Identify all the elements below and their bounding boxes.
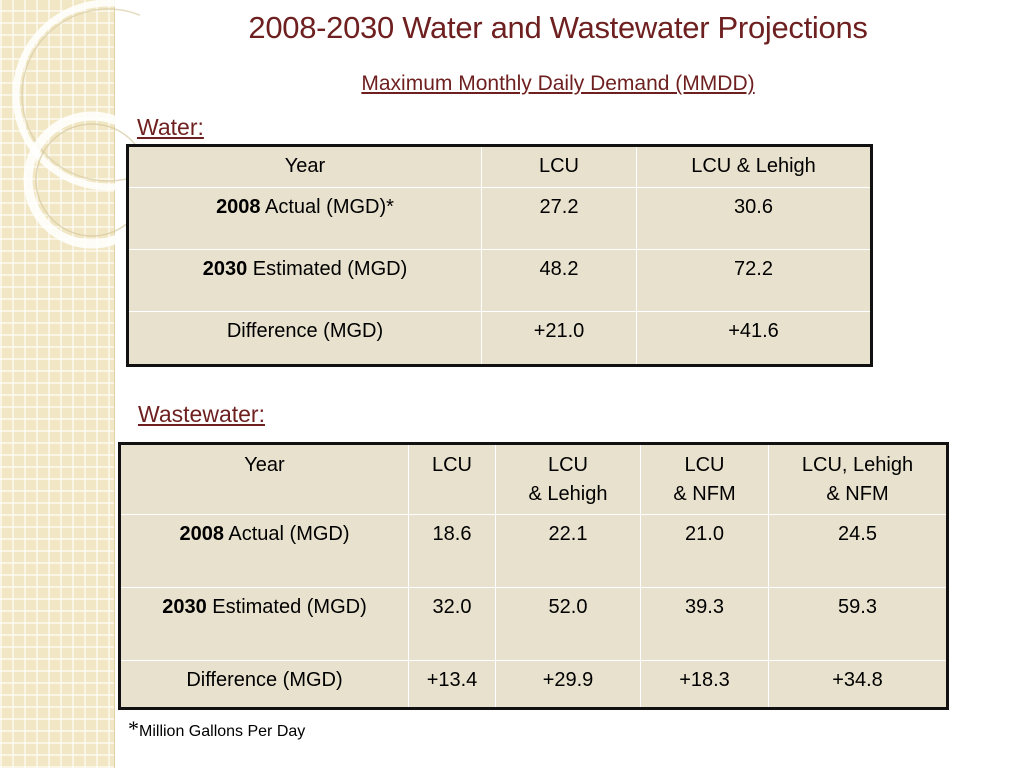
table-row: 2008 Actual (MGD) 18.6 22.1 21.0 24.5 <box>119 514 948 588</box>
year-rest: Actual (MGD)* <box>260 196 394 218</box>
wastewater-table: Year LCU LCU & Lehigh LCU & NFM LCU, Lehig… <box>118 442 949 710</box>
header-cell: LCU & NFM <box>640 443 769 515</box>
table-cell: 21.0 <box>640 514 769 588</box>
year-rest: Estimated (MGD) <box>206 596 367 618</box>
table-cell: 32.0 <box>408 587 496 661</box>
header-line1: LCU <box>547 454 588 476</box>
table-cell: 27.2 <box>481 187 637 250</box>
table-cell: +29.9 <box>495 660 641 709</box>
footnote: *Million Gallons Per Day <box>128 716 305 742</box>
table-cell: +13.4 <box>408 660 496 709</box>
table-row: 2030 Estimated (MGD) 48.2 72.2 <box>127 249 872 312</box>
table-cell: +21.0 <box>481 311 637 366</box>
header-line2: & NFM <box>673 483 736 505</box>
header-cell: Year <box>119 443 409 515</box>
water-table: Year LCU LCU & Lehigh 2008 Actual (MGD)*… <box>126 144 873 367</box>
table-header-row: Year LCU LCU & Lehigh <box>127 145 872 188</box>
wastewater-section-label: Wastewater: <box>138 401 265 427</box>
year-rest: Estimated (MGD) <box>247 258 408 280</box>
table-row: Difference (MGD) +13.4 +29.9 +18.3 +34.8 <box>119 660 948 709</box>
footnote-star: * <box>128 716 139 741</box>
header-line1: LCU <box>684 454 725 476</box>
page-subtitle: Maximum Monthly Daily Demand (MMDD) <box>361 72 755 95</box>
table-row: 2008 Actual (MGD)* 27.2 30.6 <box>127 187 872 250</box>
header-cell: LCU, Lehigh & NFM <box>768 443 948 515</box>
table-cell: +41.6 <box>636 311 872 366</box>
header-cell: Year <box>127 145 482 188</box>
header-line2: & NFM <box>826 483 889 505</box>
table-cell: 72.2 <box>636 249 872 312</box>
table-cell: 52.0 <box>495 587 641 661</box>
table-cell: +18.3 <box>640 660 769 709</box>
header-cell: LCU & Lehigh <box>495 443 641 515</box>
row-label: Difference (MGD) <box>127 311 482 366</box>
table-row: 2030 Estimated (MGD) 32.0 52.0 39.3 59.3 <box>119 587 948 661</box>
row-label: 2008 Actual (MGD) <box>119 514 409 588</box>
table-cell: 48.2 <box>481 249 637 312</box>
year-bold: 2030 <box>162 596 207 618</box>
water-section-label: Water: <box>137 114 204 140</box>
year-bold: 2030 <box>202 258 248 280</box>
row-label: 2030 Estimated (MGD) <box>119 587 409 661</box>
year-bold: 2008 <box>179 523 224 545</box>
row-label: 2030 Estimated (MGD) <box>127 249 482 312</box>
table-cell: 18.6 <box>408 514 496 588</box>
table-cell: 39.3 <box>640 587 769 661</box>
row-label: 2008 Actual (MGD)* <box>127 187 482 250</box>
header-line1: LCU, Lehigh <box>801 454 914 476</box>
header-cell: LCU <box>408 443 496 515</box>
table-cell: 24.5 <box>768 514 948 588</box>
row-label: Difference (MGD) <box>119 660 409 709</box>
header-cell: LCU <box>481 145 637 188</box>
year-rest: Actual (MGD) <box>223 523 350 545</box>
header-line1: LCU <box>431 454 472 476</box>
decorative-side-panel <box>0 0 115 768</box>
table-cell: 59.3 <box>768 587 948 661</box>
footnote-text: Million Gallons Per Day <box>139 723 306 740</box>
header-line1: Year <box>244 454 285 476</box>
header-line2: & Lehigh <box>528 483 608 505</box>
year-rest: Difference (MGD) <box>186 669 343 691</box>
table-cell: +34.8 <box>768 660 948 709</box>
table-header-row: Year LCU LCU & Lehigh LCU & NFM LCU, Lehig… <box>119 443 948 515</box>
year-bold: 2008 <box>216 196 261 218</box>
page-title: 2008-2030 Water and Wastewater Projectio… <box>248 10 868 45</box>
table-cell: 30.6 <box>636 187 872 250</box>
table-row: Difference (MGD) +21.0 +41.6 <box>127 311 872 366</box>
year-rest: Difference (MGD) <box>226 320 384 342</box>
table-cell: 22.1 <box>495 514 641 588</box>
header-cell: LCU & Lehigh <box>636 145 872 188</box>
